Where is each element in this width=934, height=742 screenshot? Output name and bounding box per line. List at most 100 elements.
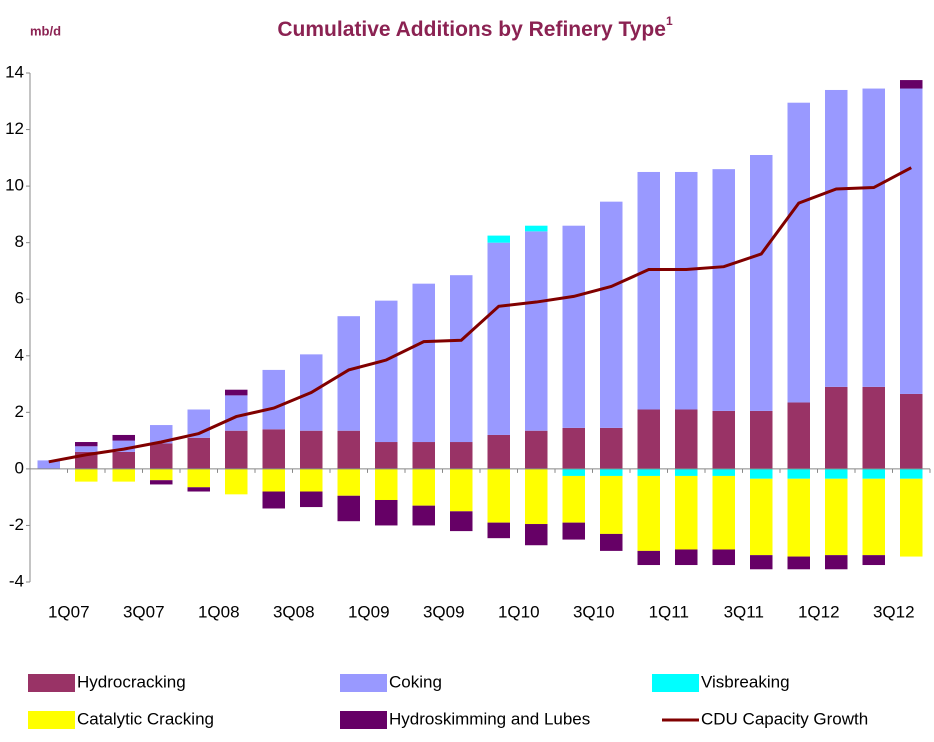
bar-segment: [262, 491, 285, 509]
bar-segment: [637, 409, 660, 469]
bar-segment: [187, 468, 210, 488]
bar-segment: [862, 468, 885, 479]
bar-segment: [300, 430, 323, 469]
x-tick-label: 3Q10: [573, 602, 615, 621]
bar-segment: [412, 505, 435, 526]
bar-segment: [825, 386, 848, 469]
bar-segment: [562, 468, 585, 476]
bar-segment: [675, 549, 698, 566]
line-series: [48, 166, 912, 464]
bar-segment: [712, 475, 735, 550]
bar-segment: [337, 495, 360, 522]
bar-segment: [375, 468, 398, 500]
bar-segment: [637, 550, 660, 566]
bar-segment: [900, 478, 923, 557]
x-tick-label: 1Q07: [48, 602, 90, 621]
bar-segment: [862, 386, 885, 469]
bar-segment: [375, 499, 398, 526]
bar-segment: [562, 522, 585, 540]
x-tick-label: 1Q11: [649, 602, 689, 621]
bar-segment: [225, 468, 248, 495]
bar-segment: [525, 430, 548, 469]
bar-segment: [225, 430, 248, 469]
bar-segment: [300, 468, 323, 492]
bar-segment: [487, 235, 510, 243]
bar-segment: [150, 443, 173, 469]
y-tick-label: -4: [9, 571, 24, 590]
bar-segment: [637, 171, 660, 410]
bar-segment: [600, 533, 623, 551]
bar-segment: [600, 475, 623, 534]
bar-segment: [862, 478, 885, 556]
bar-segment: [787, 468, 810, 479]
legend-swatch: [28, 674, 75, 692]
bar-segment: [187, 437, 210, 469]
bar-segment: [825, 555, 848, 570]
bar-segment: [112, 440, 135, 452]
bar-segment: [337, 316, 360, 431]
x-tick-label: 1Q09: [348, 602, 390, 621]
legend-swatch: [652, 674, 699, 692]
bar-segment: [600, 427, 623, 469]
x-tick-label: 1Q12: [798, 602, 840, 621]
y-tick-label: 0: [15, 458, 24, 477]
title-text: Cumulative Additions by Refinery Type: [277, 18, 666, 41]
bar-segment: [450, 468, 473, 512]
bar-segment: [562, 427, 585, 469]
bar-segment: [450, 511, 473, 532]
bar-segment: [750, 155, 773, 411]
bar-segment: [225, 395, 248, 431]
bar-segment: [862, 555, 885, 566]
bar-segment: [112, 451, 135, 469]
x-tick-label: 3Q07: [123, 602, 165, 621]
bar-segment: [450, 442, 473, 469]
bar-segment: [412, 468, 435, 506]
bar-segment: [112, 434, 135, 441]
bar-segment: [262, 369, 285, 430]
bar-segment: [412, 283, 435, 443]
bar-segment: [525, 225, 548, 232]
bar-segment: [750, 468, 773, 479]
y-tick-label: 10: [5, 176, 24, 195]
y-axis-unit: mb/d: [30, 23, 61, 38]
legend-swatch: [340, 674, 387, 692]
y-tick-label: 12: [5, 119, 24, 138]
bar-segment: [825, 468, 848, 479]
bar-segment: [75, 442, 98, 447]
bar-segment: [225, 389, 248, 396]
legend-swatch: [340, 711, 387, 729]
bar-segment: [825, 478, 848, 556]
y-tick-label: 14: [5, 62, 24, 81]
bar-segment: [562, 225, 585, 428]
bar-segment: [262, 468, 285, 492]
legend-label: Hydroskimming and Lubes: [389, 709, 590, 728]
bar-segment: [75, 446, 98, 452]
bar-segment: [150, 480, 173, 485]
x-tick-label: 1Q10: [498, 602, 540, 621]
bar-segment: [600, 201, 623, 428]
legend-label: Hydrocracking: [77, 672, 186, 691]
y-tick-label: 2: [15, 402, 24, 421]
x-tick-label: 3Q09: [423, 602, 465, 621]
bar-segment: [300, 491, 323, 508]
bar-segment: [675, 475, 698, 550]
bar-segment: [525, 524, 548, 546]
bar-segment: [787, 402, 810, 469]
bar-segment: [525, 468, 548, 525]
bar-segment: [487, 522, 510, 539]
bar-segment: [150, 468, 173, 481]
x-tick-label: 3Q11: [724, 602, 764, 621]
legend-label: Coking: [389, 672, 442, 691]
y-tick-label: 4: [15, 345, 24, 364]
bar-segment: [675, 171, 698, 410]
bar-segment: [37, 460, 60, 469]
bar-segment: [675, 468, 698, 476]
bar-segment: [637, 475, 660, 551]
bar-segment: [787, 102, 810, 403]
x-tick-label: 1Q08: [198, 602, 240, 621]
bar-segment: [675, 409, 698, 469]
bar-segment: [750, 555, 773, 570]
y-tick-label: -2: [9, 515, 24, 534]
title-superscript: 1: [666, 14, 673, 28]
bar-segment: [487, 468, 510, 523]
